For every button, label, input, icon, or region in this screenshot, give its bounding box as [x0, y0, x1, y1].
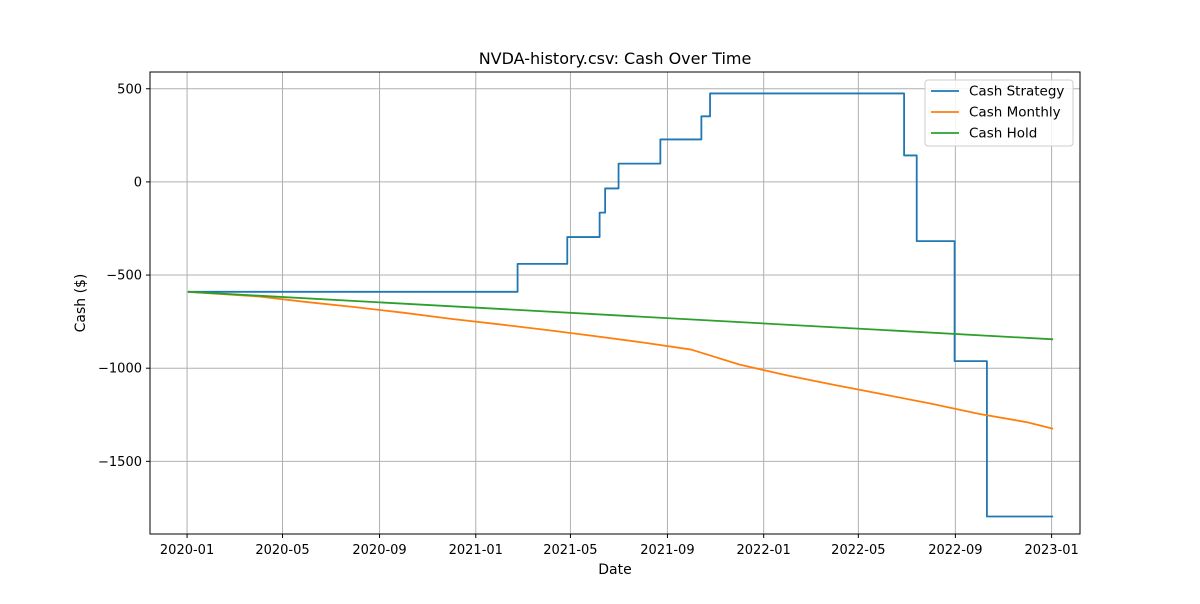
y-tick-label: 0: [134, 175, 142, 190]
legend-box: [924, 79, 1074, 147]
grid: [150, 72, 1080, 534]
series-line-cash-monthly: [187, 290, 1054, 430]
x-tick-label: 2022-09: [928, 543, 982, 558]
series-line-cash-hold: [187, 290, 1054, 341]
legend-label-cash-monthly: Cash Monthly: [969, 105, 1061, 121]
x-tick-label: 2021-09: [640, 543, 694, 558]
y-tick-label: −500: [106, 269, 142, 284]
plot-frame: [149, 71, 1081, 535]
x-axis-ticks: 2020-01 2020-05 2020-09 2021-01 2021-05 2021-…: [160, 534, 1079, 558]
x-tick-label: 2022-01: [737, 543, 791, 558]
chart-title: NVDA-history.csv: Cash Over Time: [479, 49, 752, 68]
y-tick-label: 500: [117, 82, 142, 97]
x-tick-label: 2021-01: [449, 543, 503, 558]
series-lines: [187, 92, 1054, 518]
legend-label-cash-hold: Cash Hold: [969, 126, 1037, 142]
x-tick-label: 2022-05: [831, 543, 885, 558]
y-tick-label: −1500: [98, 455, 142, 470]
y-tick-label: −1000: [98, 362, 142, 377]
y-axis-label: Cash ($): [73, 274, 89, 333]
x-tick-label: 2020-05: [255, 543, 309, 558]
y-axis-ticks: 500 0 −500 −1000 −1500: [98, 82, 150, 470]
legend-label-cash-strategy: Cash Strategy: [969, 84, 1064, 100]
series-line-cash-strategy: [187, 92, 1054, 518]
x-tick-label: 2020-09: [352, 543, 406, 558]
x-tick-label: 2021-05: [543, 543, 597, 558]
legend: Cash Strategy Cash Monthly Cash Hold: [924, 79, 1074, 147]
x-tick-label: 2023-01: [1024, 543, 1078, 558]
x-tick-label: 2020-01: [160, 543, 214, 558]
x-axis-label: Date: [598, 562, 631, 578]
